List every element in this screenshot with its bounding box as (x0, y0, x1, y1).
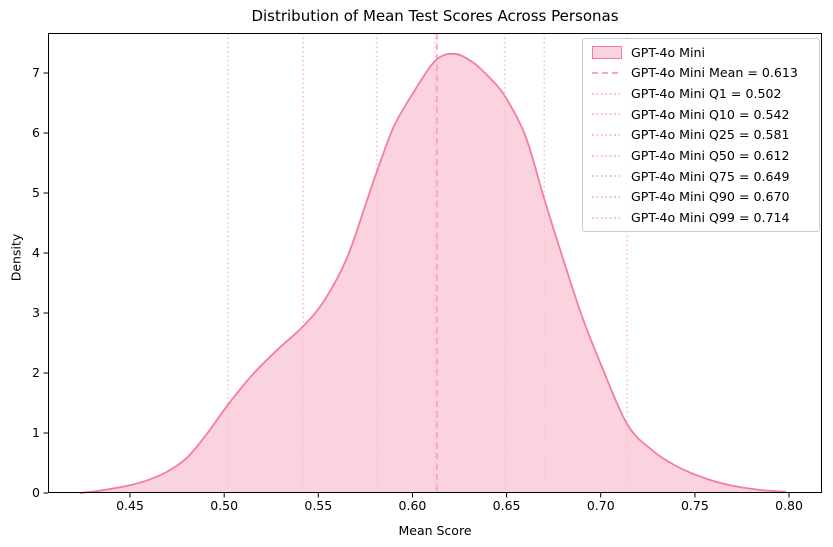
x-tick-label: 0.70 (586, 498, 615, 513)
y-tick-label: 7 (32, 65, 40, 80)
legend-item-label: GPT-4o Mini Q10 = 0.542 (631, 106, 790, 122)
legend-item-label: GPT-4o Mini Q1 = 0.502 (631, 86, 782, 102)
y-tick-label: 0 (32, 485, 40, 500)
y-tick-label: 6 (32, 125, 40, 140)
y-tick-label: 5 (32, 185, 40, 200)
legend-dotted-line-icon (592, 195, 622, 198)
legend-item: GPT-4o Mini Q10 = 0.542 (583, 104, 819, 124)
x-tick-label: 0.55 (304, 498, 333, 513)
x-tick-label: 0.50 (210, 498, 239, 513)
legend-item: GPT-4o Mini Mean = 0.613 (583, 63, 819, 83)
y-tick-label: 1 (32, 425, 40, 440)
legend-patch-icon (592, 45, 622, 59)
legend-dotted-line-icon (592, 175, 622, 178)
x-tick-label: 0.80 (775, 498, 803, 513)
x-tick-label: 0.65 (492, 498, 521, 513)
axes-spines (48, 33, 822, 493)
legend-item: GPT-4o Mini Q1 = 0.502 (583, 84, 819, 104)
legend-item-label: GPT-4o Mini Q90 = 0.670 (631, 189, 790, 205)
y-tick-label: 2 (32, 365, 40, 380)
legend-item: GPT-4o Mini Q90 = 0.670 (583, 187, 819, 207)
legend-item-label: GPT-4o Mini (631, 44, 705, 60)
y-axis-label: Density (8, 233, 24, 282)
legend-item: GPT-4o Mini (583, 42, 819, 62)
y-tick-label: 3 (32, 305, 40, 320)
legend-dotted-line-icon (592, 216, 622, 219)
plot-title: Distribution of Mean Test Scores Across … (251, 7, 619, 25)
plot-area (43, 33, 822, 498)
legend-item-label: GPT-4o Mini Q50 = 0.612 (631, 148, 790, 164)
legend-dotted-line-icon (592, 92, 622, 95)
legend-item: GPT-4o Mini Q25 = 0.581 (583, 125, 819, 145)
x-tick-label: 0.75 (680, 498, 709, 513)
legend-item: GPT-4o Mini Q75 = 0.649 (583, 166, 819, 186)
legend-dotted-line-icon (592, 133, 622, 136)
y-tick-label: 4 (32, 245, 40, 260)
legend-dashed-line-icon (592, 71, 622, 74)
legend-item-label: GPT-4o Mini Q75 = 0.649 (631, 168, 790, 184)
legend-item: GPT-4o Mini Q99 = 0.714 (583, 208, 819, 228)
legend-dotted-line-icon (592, 154, 622, 157)
legend-item: GPT-4o Mini Q50 = 0.612 (583, 146, 819, 166)
x-tick-label: 0.60 (398, 498, 427, 513)
kde-curve (80, 52, 787, 494)
kde-fill (80, 53, 787, 494)
legend-item-label: GPT-4o Mini Q99 = 0.714 (631, 210, 790, 226)
x-tick-label: 0.45 (116, 498, 144, 513)
legend: GPT-4o Mini GPT-4o Mini Mean = 0.613 GPT-4… (582, 38, 820, 232)
legend-dotted-line-icon (592, 113, 622, 116)
legend-item-label: GPT-4o Mini Q25 = 0.581 (631, 127, 790, 143)
x-axis-label: Mean Score (398, 523, 472, 538)
legend-item-label: GPT-4o Mini Mean = 0.613 (631, 65, 798, 81)
